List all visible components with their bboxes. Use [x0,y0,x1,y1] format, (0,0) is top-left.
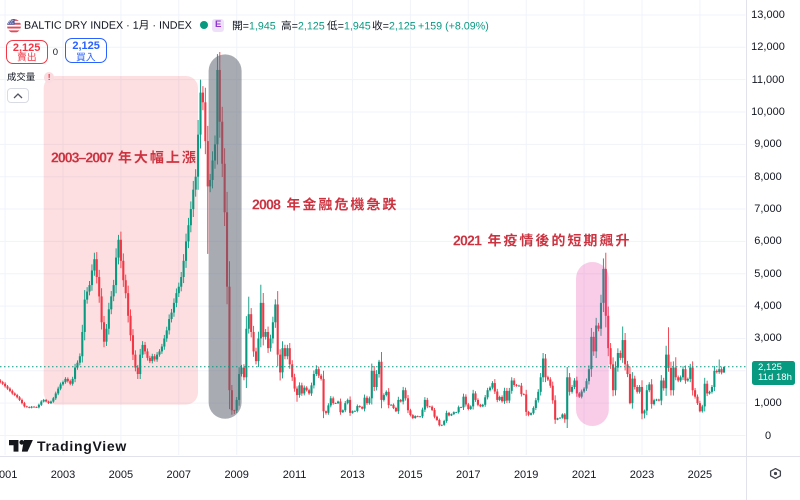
svg-text:TradingView: TradingView [37,440,127,454]
